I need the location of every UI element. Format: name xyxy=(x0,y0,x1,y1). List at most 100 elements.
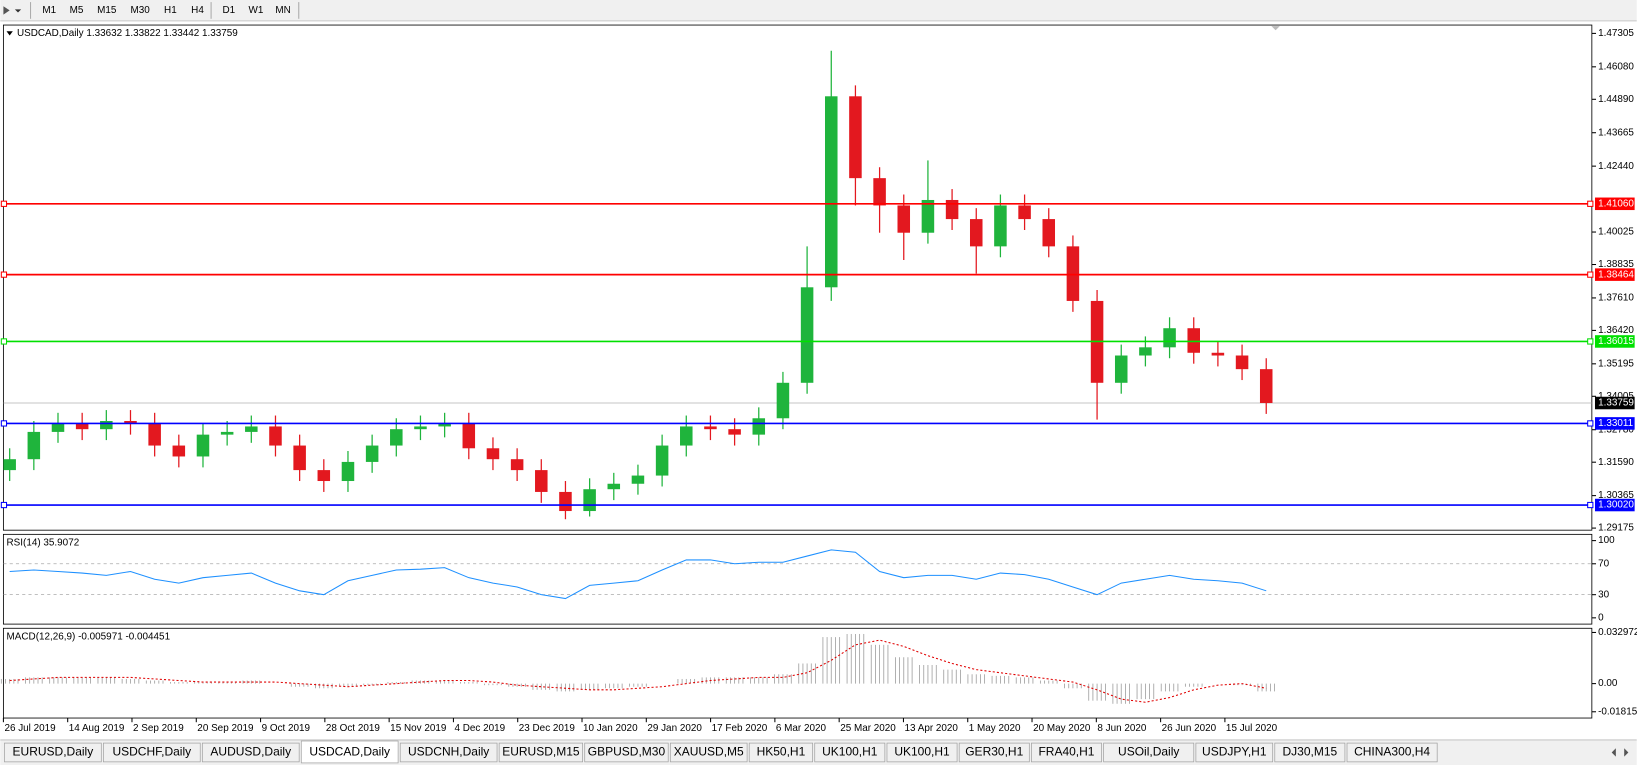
candle-body xyxy=(365,445,379,462)
price-pane xyxy=(2,24,1593,531)
price-tick-label: 1.38835 xyxy=(1598,259,1634,270)
tab[interactable] xyxy=(886,742,958,763)
tab[interactable] xyxy=(584,742,669,763)
candle-body xyxy=(27,431,41,460)
tab-label[interactable]: EURUSD,Daily xyxy=(13,745,94,759)
pane-menu-icon xyxy=(6,31,13,36)
candle-body xyxy=(486,448,500,460)
candle-body xyxy=(1042,219,1056,247)
tab[interactable] xyxy=(4,742,102,763)
candle-body xyxy=(825,96,838,288)
level-handle xyxy=(1587,420,1594,427)
candle-body xyxy=(1066,246,1080,301)
tab-label[interactable]: GER30,H1 xyxy=(965,745,1023,759)
date-label: 23 Dec 2019 xyxy=(519,723,576,734)
tab-label[interactable]: XAUUSD,M5 xyxy=(674,745,744,759)
timeframe-button[interactable]: W1 xyxy=(249,5,264,16)
candle-body xyxy=(269,426,282,446)
timeframe-button[interactable]: D1 xyxy=(222,5,235,16)
date-label: 2 Sep 2019 xyxy=(133,723,184,734)
timeframe-button[interactable]: H1 xyxy=(164,5,177,16)
level-label: 1.41060 xyxy=(1598,198,1634,209)
tab[interactable] xyxy=(958,742,1030,763)
rsi-tick-label: 100 xyxy=(1598,535,1615,546)
tab[interactable] xyxy=(1274,742,1346,763)
date-label: 13 Apr 2020 xyxy=(904,723,958,734)
macd-tick-label: 0.00 xyxy=(1598,678,1618,689)
date-label: 6 Mar 2020 xyxy=(776,723,827,734)
date-label: 28 Oct 2019 xyxy=(326,723,380,734)
price-tick-label: 1.31590 xyxy=(1598,457,1634,468)
tab[interactable] xyxy=(498,742,583,763)
timeframe-button[interactable]: M1 xyxy=(42,5,56,16)
tab[interactable] xyxy=(1031,742,1102,763)
tab-label[interactable]: DJ30,M15 xyxy=(1283,745,1338,759)
tab-label[interactable]: USDCAD,Daily xyxy=(309,745,390,759)
tab[interactable] xyxy=(748,742,814,763)
tab-label[interactable]: USDCHF,Daily xyxy=(112,745,191,759)
toolbar-icon[interactable] xyxy=(3,6,10,15)
level-label: 1.36015 xyxy=(1598,336,1634,347)
level-handle xyxy=(0,271,8,278)
tab-label[interactable]: CHINA300,H4 xyxy=(1354,745,1430,759)
candle-body xyxy=(1018,205,1031,220)
toolbar xyxy=(0,0,1637,21)
tab[interactable] xyxy=(1103,742,1195,763)
candle-body xyxy=(100,420,113,430)
tab[interactable] xyxy=(814,742,886,763)
tab-label[interactable]: USDJPY,H1 xyxy=(1202,745,1267,759)
tab-label[interactable]: AUDUSD,Daily xyxy=(210,745,291,759)
candle-body xyxy=(390,429,403,446)
tab-label[interactable]: GBPUSD,M30 xyxy=(588,745,666,759)
date-label: 29 Jan 2020 xyxy=(647,723,702,734)
candle-body xyxy=(1139,347,1152,356)
timeframe-button[interactable]: M15 xyxy=(97,5,117,16)
tab[interactable] xyxy=(1346,742,1438,763)
rsi-tick-label: 70 xyxy=(1598,558,1610,569)
tab-label[interactable]: EURUSD,M15 xyxy=(502,745,580,759)
candle-body xyxy=(559,491,572,512)
macd-title: MACD(12,26,9) -0.005971 -0.004451 xyxy=(7,631,171,642)
candle-body xyxy=(1163,328,1176,348)
tab-label[interactable]: FRA40,H1 xyxy=(1038,745,1094,759)
tab[interactable] xyxy=(103,742,201,763)
price-tick-label: 1.36420 xyxy=(1598,325,1634,336)
candle-body xyxy=(535,470,548,492)
date-label: 9 Oct 2019 xyxy=(262,723,311,734)
chart-title: USDCAD,Daily 1.33632 1.33822 1.33442 1.3… xyxy=(17,28,238,39)
active-tab[interactable] xyxy=(300,740,399,764)
date-label: 25 Mar 2020 xyxy=(840,723,896,734)
candle-body xyxy=(631,475,645,484)
tab-label[interactable]: USDCNH,Daily xyxy=(408,745,489,759)
timeframe-button[interactable]: H4 xyxy=(191,5,204,16)
candle-body xyxy=(51,423,65,432)
timeframe-button[interactable]: MN xyxy=(275,5,290,16)
date-label: 8 Jun 2020 xyxy=(1097,723,1147,734)
tab-label[interactable]: USOil,Daily xyxy=(1118,745,1179,759)
date-label: 26 Jul 2019 xyxy=(4,723,56,734)
tab[interactable] xyxy=(669,742,748,763)
candle-body xyxy=(752,418,766,435)
candle-body xyxy=(1259,369,1273,403)
price-tick-label: 1.43665 xyxy=(1598,127,1634,138)
toolbar-dropdown[interactable] xyxy=(14,9,22,13)
tab-scroll[interactable] xyxy=(1611,748,1629,757)
date-label: 20 May 2020 xyxy=(1033,723,1091,734)
current-price-box xyxy=(1594,396,1635,410)
rsi-title: RSI(14) 35.9072 xyxy=(7,537,80,548)
tab-label[interactable]: HK50,H1 xyxy=(757,745,806,759)
price-tick-label: 1.37610 xyxy=(1598,293,1634,304)
candle-body xyxy=(1211,352,1225,356)
timeframe-button[interactable]: M30 xyxy=(130,5,150,16)
tab[interactable] xyxy=(1195,742,1274,763)
tab-label[interactable]: UK100,H1 xyxy=(894,745,950,759)
candle-body xyxy=(1114,355,1128,383)
candle-body xyxy=(583,489,596,512)
candle-body xyxy=(172,445,186,457)
tab[interactable] xyxy=(399,742,498,763)
timeframe-button[interactable]: M5 xyxy=(70,5,84,16)
tab[interactable] xyxy=(201,742,300,763)
level-label: 1.38464 xyxy=(1598,269,1634,280)
tab-label[interactable]: UK100,H1 xyxy=(822,745,878,759)
candle-body xyxy=(680,426,693,446)
